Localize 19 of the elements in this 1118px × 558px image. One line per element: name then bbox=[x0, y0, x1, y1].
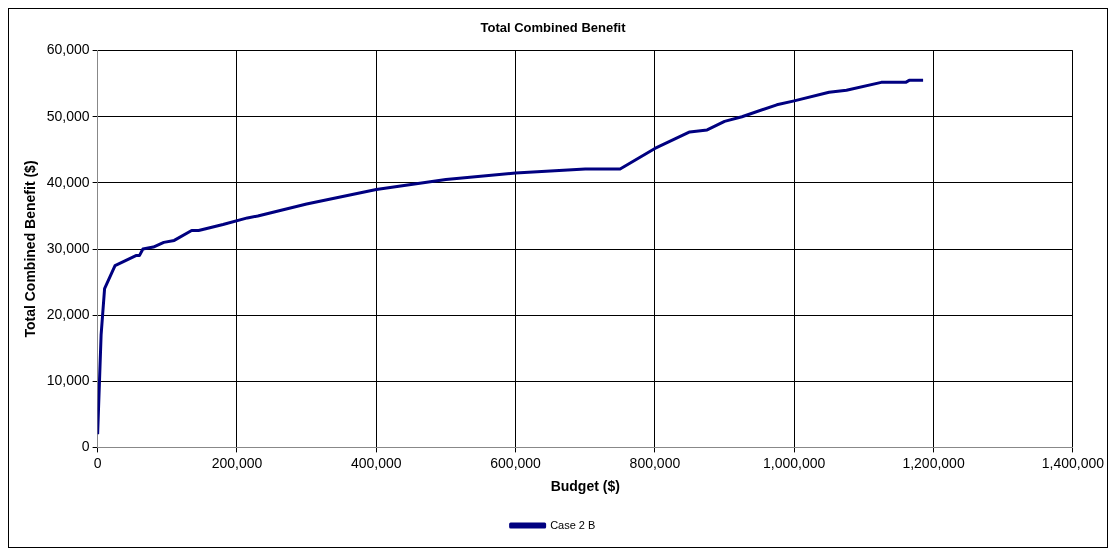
chart-title: Total Combined Benefit bbox=[480, 20, 627, 36]
x-tick-label: 1,000,000 bbox=[763, 454, 826, 471]
x-tick-label: 200,000 bbox=[211, 454, 263, 471]
y-tick-label: 10,000 bbox=[46, 372, 90, 389]
y-tick-label: 20,000 bbox=[46, 305, 90, 322]
y-tick-label: 40,000 bbox=[46, 173, 90, 190]
y-tick-label: 60,000 bbox=[46, 41, 90, 58]
x-tick-label: 400,000 bbox=[350, 454, 402, 471]
x-tick-label: 1,200,000 bbox=[902, 454, 965, 471]
x-axis-title: Budget ($) bbox=[550, 478, 620, 495]
x-tick-label: 600,000 bbox=[490, 454, 542, 471]
x-tick-label: 800,000 bbox=[629, 454, 681, 471]
y-tick-label: 30,000 bbox=[46, 239, 90, 256]
legend-label: Case 2 B bbox=[550, 518, 596, 531]
x-tick-label: 0 bbox=[93, 454, 102, 471]
y-axis-title: Total Combined Benefit ($) bbox=[22, 160, 39, 338]
y-tick-label: 50,000 bbox=[46, 107, 90, 124]
y-tick-label: 0 bbox=[81, 438, 90, 455]
x-tick-label: 1,400,000 bbox=[1041, 454, 1105, 471]
